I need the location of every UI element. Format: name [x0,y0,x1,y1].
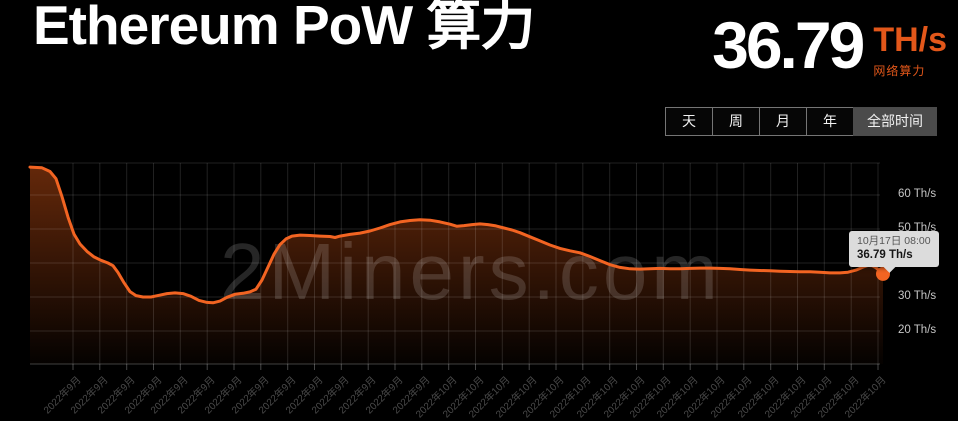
network-hashrate-stat: 36.79 TH/s 网络算力 [712,12,947,79]
range-button-4[interactable]: 全部时间 [853,107,937,136]
tooltip-value: 36.79 Th/s [857,249,913,261]
range-button-0[interactable]: 天 [665,107,713,136]
page-title: Ethereum PoW 算力 [33,0,535,56]
range-button-3[interactable]: 年 [806,107,854,136]
tooltip-date: 10月17日 08:00 [857,235,931,247]
chart-tooltip: 10月17日 08:00 36.79 Th/s [849,231,939,267]
time-range-selector: 天周月年全部时间 [665,107,937,136]
hashrate-caption: 网络算力 [873,64,926,78]
hashrate-unit: TH/s [873,21,947,59]
y-axis-label: 60 Th/s [898,188,937,200]
area-fill [30,167,883,364]
y-axis-label: 20 Th/s [898,324,937,336]
hashrate-value: 36.79 [712,8,865,82]
y-axis-label: 30 Th/s [898,290,937,302]
